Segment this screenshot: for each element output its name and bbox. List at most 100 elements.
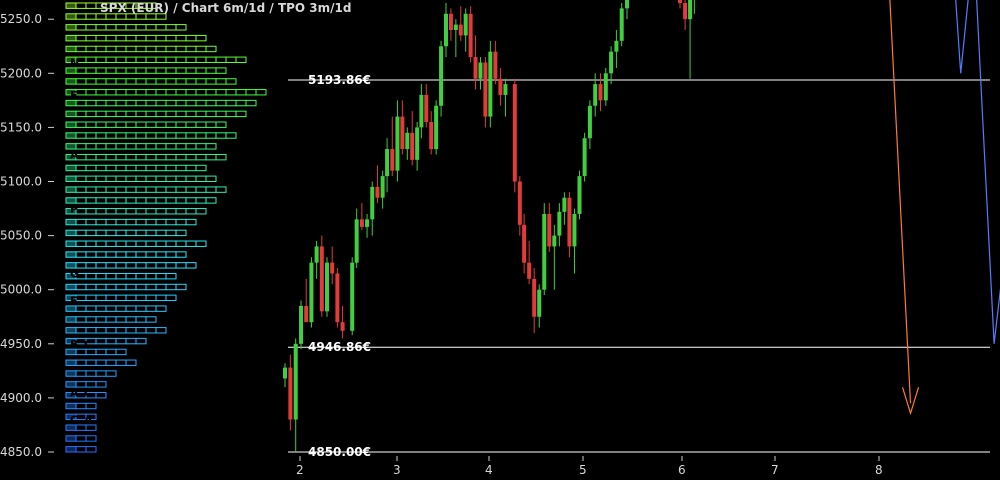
tpo-cell xyxy=(225,132,237,139)
candle-body xyxy=(304,305,309,323)
tpo-cell xyxy=(105,197,117,204)
tpo-cell xyxy=(215,153,227,161)
tpo-cell xyxy=(155,24,167,31)
tpo-cell xyxy=(125,316,137,323)
tpo-cell xyxy=(85,262,97,269)
tpo-cell xyxy=(155,99,167,107)
tpo-cell xyxy=(125,208,137,215)
tpo-cell xyxy=(145,229,157,237)
candle-body xyxy=(522,224,527,263)
tpo-cell xyxy=(185,153,197,161)
tpo-cell xyxy=(95,143,107,150)
tpo-cell xyxy=(85,175,97,183)
tpo-cell xyxy=(175,186,187,193)
tpo-cell xyxy=(115,99,127,107)
tpo-cell xyxy=(75,2,87,9)
tpo-cell xyxy=(95,240,107,247)
candle-body xyxy=(293,343,298,420)
tpo-cell xyxy=(215,89,227,96)
level-label: 4946.86€ xyxy=(308,340,371,354)
candle-body xyxy=(434,105,439,150)
tpo-cell xyxy=(115,132,127,139)
candle-body xyxy=(443,13,448,47)
tpo-cell xyxy=(65,446,77,453)
tpo-cell xyxy=(145,316,157,323)
candle-body xyxy=(324,262,329,312)
tpo-cell xyxy=(155,186,167,193)
tpo-cell xyxy=(165,175,177,183)
tpo-cell xyxy=(195,121,207,128)
tpo-cell xyxy=(85,294,97,302)
candle-body xyxy=(395,116,400,171)
tpo-cell xyxy=(225,99,237,107)
y-tick-label: 5100.0 xyxy=(0,175,42,189)
tpo-cell xyxy=(115,110,127,118)
tpo-cell xyxy=(185,56,197,63)
tpo-cell xyxy=(165,56,177,63)
tpo-cell xyxy=(195,45,207,53)
tpo-cell xyxy=(85,164,97,172)
tpo-cell xyxy=(85,359,97,366)
candle-body xyxy=(557,211,562,236)
tpo-cell xyxy=(165,121,177,128)
tpo-letter: E xyxy=(70,295,78,308)
x-tick-label: 4 xyxy=(485,463,493,477)
tpo-cell xyxy=(65,45,77,53)
tpo-cell xyxy=(155,34,167,42)
candle-body xyxy=(283,367,287,379)
candle-body xyxy=(448,13,453,31)
tpo-cell xyxy=(135,56,147,63)
tpo-cell xyxy=(85,229,97,237)
tpo-cell xyxy=(155,197,167,204)
tpo-cell xyxy=(75,34,87,42)
tpo-cell xyxy=(85,2,97,9)
tpo-cell xyxy=(85,316,97,323)
tpo-cell xyxy=(155,327,167,334)
tpo-cell xyxy=(105,121,117,128)
candle-body xyxy=(400,116,405,150)
tpo-cell xyxy=(155,208,167,215)
tpo-cell xyxy=(125,121,137,128)
tpo-cell xyxy=(115,45,127,53)
x-tick-label: 6 xyxy=(678,463,686,477)
candle-body xyxy=(359,219,364,227)
tpo-cell xyxy=(155,56,167,63)
tpo-cell xyxy=(155,262,167,269)
projection-orange-path xyxy=(889,0,912,404)
tpo-cell xyxy=(205,132,217,139)
tpo-cell xyxy=(235,89,247,96)
tpo-cell xyxy=(185,197,197,204)
tpo-cell xyxy=(95,229,107,237)
tpo-cell xyxy=(225,78,237,85)
tpo-cell xyxy=(125,251,137,258)
tpo-cell xyxy=(105,240,117,247)
tpo-cell xyxy=(175,132,187,139)
tpo-cell xyxy=(95,251,107,258)
tpo-cell xyxy=(75,110,87,118)
tpo-cell xyxy=(85,370,97,377)
axes: 4850.0 4900.0 4950.0 5000.0 5050.0 5100.0 5150… xyxy=(0,12,883,477)
tpo-cell xyxy=(165,45,177,53)
tpo-cell xyxy=(145,153,157,161)
tpo-cell xyxy=(75,316,87,323)
tpo-cell xyxy=(75,186,87,193)
tpo-cell xyxy=(165,272,177,280)
tpo-cell xyxy=(95,24,107,31)
tpo-cell xyxy=(125,67,137,74)
tpo-cell xyxy=(145,99,157,107)
tpo-profile: HIJEKHIJJNFAPGEBCACCA xyxy=(65,2,267,453)
tpo-cell xyxy=(115,143,127,150)
tpo-cell xyxy=(205,56,217,63)
tpo-cell xyxy=(135,143,147,150)
candle-body xyxy=(468,13,473,58)
tpo-cell xyxy=(135,337,147,345)
tpo-cell xyxy=(125,197,137,204)
tpo-cell xyxy=(165,110,177,118)
tpo-cell xyxy=(85,110,97,118)
tpo-cell xyxy=(85,13,97,20)
tpo-cell xyxy=(165,208,177,215)
tpo-cell xyxy=(65,327,77,334)
tpo-cell xyxy=(75,402,87,410)
tpo-cell xyxy=(155,110,167,118)
